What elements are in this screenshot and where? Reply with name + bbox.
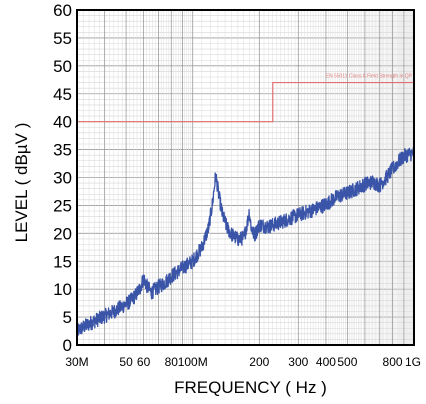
y-tick-label: 15 (53, 252, 72, 271)
y-tick-label: 50 (53, 57, 72, 76)
y-tick-label: 35 (53, 141, 72, 160)
limit-line (77, 81, 414, 123)
y-tick-labels: 0 5 10 15 20 25 30 35 40 45 50 55 60 (53, 1, 72, 355)
limit-line-group: EN 55011 Class A Field Strength in QP (77, 74, 414, 123)
x-tick-label: 30M (65, 355, 88, 369)
x-tick-label: 100M (178, 355, 208, 369)
x-tick-label: 200 (249, 355, 269, 369)
x-tick-labels: 30M 50 60 80 100M 200 300 400 500 800 1G (65, 355, 421, 369)
x-tick-label: 400 (316, 355, 336, 369)
y-tick-label: 45 (53, 85, 72, 104)
y-tick-label: 5 (63, 308, 72, 327)
grid (77, 10, 414, 345)
x-tick-label: 80 (165, 355, 179, 369)
x-tick-label: 60 (137, 355, 151, 369)
y-tick-label: 0 (63, 336, 72, 355)
y-tick-label: 40 (53, 113, 72, 132)
plot-frame (76, 9, 415, 346)
y-tick-label: 10 (53, 280, 72, 299)
x-tick-label: 300 (288, 355, 308, 369)
limit-line-label: EN 55011 Class A Field Strength in QP (326, 74, 413, 80)
x-tick-label: 800 (383, 355, 403, 369)
x-tick-label: 1G (405, 355, 421, 369)
series-group (76, 147, 415, 336)
y-axis-title: LEVEL ( dBµV ) (12, 123, 31, 243)
y-tick-label: 20 (53, 224, 72, 243)
x-tick-label: 500 (337, 355, 357, 369)
x-tick-label: 50 (119, 355, 133, 369)
y-tick-label: 30 (53, 169, 72, 188)
y-tick-label: 55 (53, 29, 72, 48)
y-tick-label: 25 (53, 196, 72, 215)
y-tick-label: 60 (53, 1, 72, 20)
x-axis-title: FREQUENCY ( Hz ) (174, 378, 327, 397)
series-line (76, 147, 415, 336)
